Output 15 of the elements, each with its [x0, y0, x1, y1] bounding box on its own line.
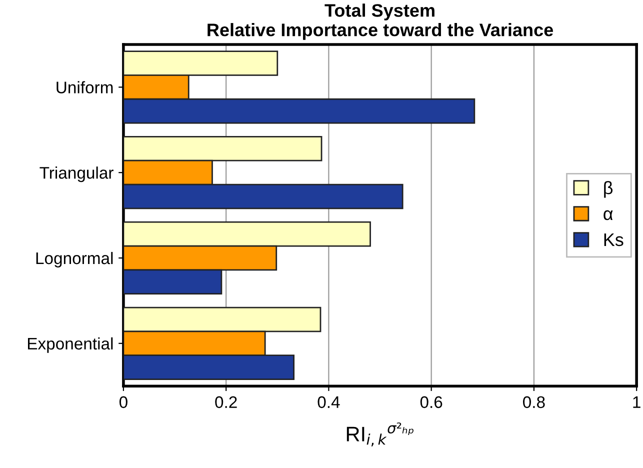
- x-tick-label: 1: [633, 396, 640, 408]
- chart-title: Total System Relative Importance toward the Variance: [208, 4, 554, 40]
- x-tick-label: 0.6: [420, 396, 442, 408]
- x-tick-label: 0.4: [318, 396, 340, 408]
- legend-label: Ks: [604, 234, 624, 246]
- legend-label: α: [604, 210, 613, 220]
- y-tick-label: Triangular: [40, 166, 114, 182]
- y-tick-label: Lognormal: [36, 252, 113, 268]
- x-tick-label: 0.2: [215, 396, 237, 408]
- x-tick-label: 0.8: [523, 396, 545, 408]
- y-tick-label: Uniform: [56, 81, 113, 94]
- x-axis-title: RI$_{i,k}$$^{σ²ₕₚ}$: [346, 422, 414, 446]
- x-tick-label: 0: [119, 396, 128, 408]
- legend-label: β: [604, 180, 613, 198]
- y-tick-label: Exponential: [28, 337, 113, 353]
